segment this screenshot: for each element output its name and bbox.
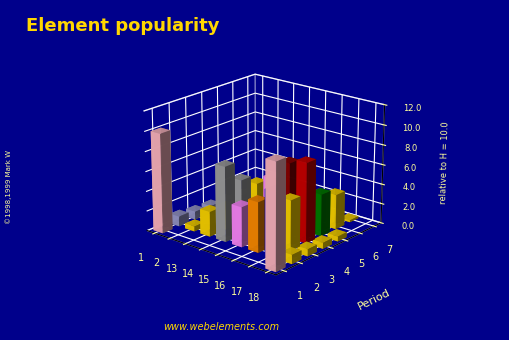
Text: Element popularity: Element popularity: [25, 17, 218, 35]
Text: www.webelements.com: www.webelements.com: [163, 322, 279, 332]
Y-axis label: Period: Period: [355, 287, 391, 312]
Text: ©1998,1999 Mark W: ©1998,1999 Mark W: [5, 150, 12, 224]
